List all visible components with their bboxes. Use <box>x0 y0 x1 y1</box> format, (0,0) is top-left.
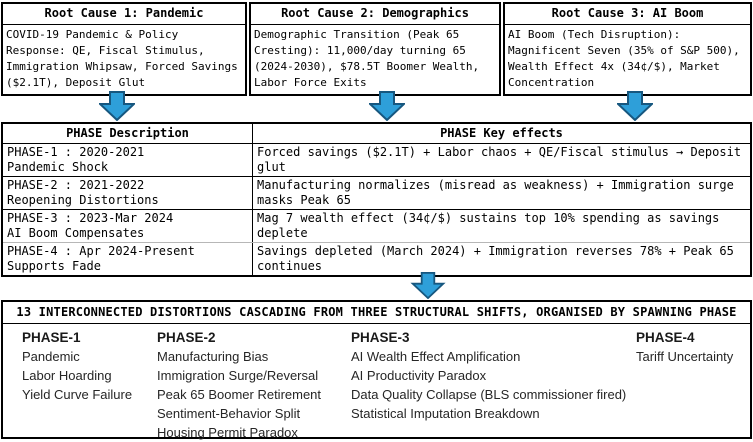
phase-label: PHASE-4 : Apr 2024-Present <box>7 244 195 258</box>
down-arrow-icon <box>410 272 446 299</box>
phase-description-cell: PHASE-2 : 2021-2022 Reopening Distortion… <box>3 177 253 209</box>
table-row: PHASE-3 : 2023-Mar 2024 AI Boom Compensa… <box>3 210 750 243</box>
distortion-item: Immigration Surge/Reversal <box>157 368 319 383</box>
phase-description-cell: PHASE-3 : 2023-Mar 2024 AI Boom Compensa… <box>3 210 253 242</box>
distortion-item: Yield Curve Failure <box>22 387 133 402</box>
phase-label: PHASE-1 : 2020-2021 <box>7 145 145 159</box>
phase-column-header: PHASE-1 <box>22 330 81 345</box>
distortion-item: Sentiment-Behavior Split <box>157 406 301 421</box>
distortions-column-phase-2: PHASE-2 Manufacturing Bias Immigration S… <box>157 328 321 442</box>
distortion-item: Labor Hoarding <box>22 368 112 383</box>
phase-description-cell: PHASE-1 : 2020-2021 Pandemic Shock <box>3 144 253 176</box>
distortions-box: 13 INTERCONNECTED DISTORTIONS CASCADING … <box>1 300 752 440</box>
root-cause-title: Root Cause 3: AI Boom <box>505 4 750 25</box>
phase-column-header: PHASE-2 <box>157 330 216 345</box>
phase-effects-cell: Forced savings ($2.1T) + Labor chaos + Q… <box>257 145 742 174</box>
distortion-item: AI Wealth Effect Amplification <box>351 349 521 364</box>
down-arrow-icon <box>617 91 653 121</box>
phase-table-header-row: PHASE Description PHASE Key effects <box>3 124 750 144</box>
down-arrow-icon <box>369 91 405 121</box>
distortion-item: AI Productivity Paradox <box>351 368 487 383</box>
phase-key-effects-header: PHASE Key effects <box>440 126 563 140</box>
phase-effects-cell: Mag 7 wealth effect (34¢/$) sustains top… <box>257 211 720 240</box>
root-causes-row: Root Cause 1: Pandemic COVID-19 Pandemic… <box>1 2 752 96</box>
root-cause-box-ai-boom: Root Cause 3: AI Boom AI Boom (Tech Disr… <box>503 2 752 96</box>
root-cause-body: Demographic Transition (Peak 65 Cresting… <box>254 28 480 89</box>
root-cause-box-pandemic: Root Cause 1: Pandemic COVID-19 Pandemic… <box>1 2 247 96</box>
phase-name: Supports Fade <box>7 259 101 273</box>
distortion-item: Data Quality Collapse (BLS commissioner … <box>351 387 627 402</box>
phase-description-header: PHASE Description <box>3 124 253 143</box>
phase-name: Pandemic Shock <box>7 160 109 174</box>
phase-description-cell: PHASE-4 : Apr 2024-Present Supports Fade <box>3 243 253 275</box>
distortion-item: Housing Permit Paradox <box>157 425 298 440</box>
phase-label: PHASE-3 : 2023-Mar 2024 <box>7 211 174 225</box>
table-row: PHASE-2 : 2021-2022 Reopening Distortion… <box>3 177 750 210</box>
phase-effects-cell: Savings depleted (March 2024) + Immigrat… <box>257 244 734 273</box>
distortion-item: Manufacturing Bias <box>157 349 269 364</box>
down-arrow-icon <box>99 91 135 121</box>
distortion-item: Statistical Imputation Breakdown <box>351 406 540 421</box>
distortions-content: PHASE-1 Pandemic Labor Hoarding Yield Cu… <box>3 324 750 440</box>
phase-effects-cell: Manufacturing normalizes (misread as wea… <box>257 178 734 207</box>
phase-name: Reopening Distortions <box>7 193 159 207</box>
distortion-item: Peak 65 Boomer Retirement <box>157 387 322 402</box>
distortions-column-phase-1: PHASE-1 Pandemic Labor Hoarding Yield Cu… <box>22 328 132 404</box>
distortions-title: 13 INTERCONNECTED DISTORTIONS CASCADING … <box>3 302 750 324</box>
distortions-column-phase-3: PHASE-3 AI Wealth Effect Amplification A… <box>351 328 626 423</box>
distortion-item: Pandemic <box>22 349 80 364</box>
phase-label: PHASE-2 : 2021-2022 <box>7 178 145 192</box>
table-row: PHASE-1 : 2020-2021 Pandemic Shock Force… <box>3 144 750 177</box>
phase-column-header: PHASE-3 <box>351 330 410 345</box>
distortions-column-phase-4: PHASE-4 Tariff Uncertainty <box>636 328 733 366</box>
root-cause-body: COVID-19 Pandemic & Policy Response: QE,… <box>6 28 238 89</box>
root-cause-body: AI Boom (Tech Disruption): Magnificent S… <box>508 28 740 89</box>
root-cause-title: Root Cause 2: Demographics <box>251 4 499 25</box>
phase-table: PHASE Description PHASE Key effects PHAS… <box>1 122 752 277</box>
distortion-item: Tariff Uncertainty <box>636 349 734 364</box>
root-cause-box-demographics: Root Cause 2: Demographics Demographic T… <box>249 2 501 96</box>
phase-column-header: PHASE-4 <box>636 330 695 345</box>
table-row: PHASE-4 : Apr 2024-Present Supports Fade… <box>3 243 750 275</box>
phase-name: AI Boom Compensates <box>7 226 145 240</box>
root-cause-title: Root Cause 1: Pandemic <box>3 4 245 25</box>
